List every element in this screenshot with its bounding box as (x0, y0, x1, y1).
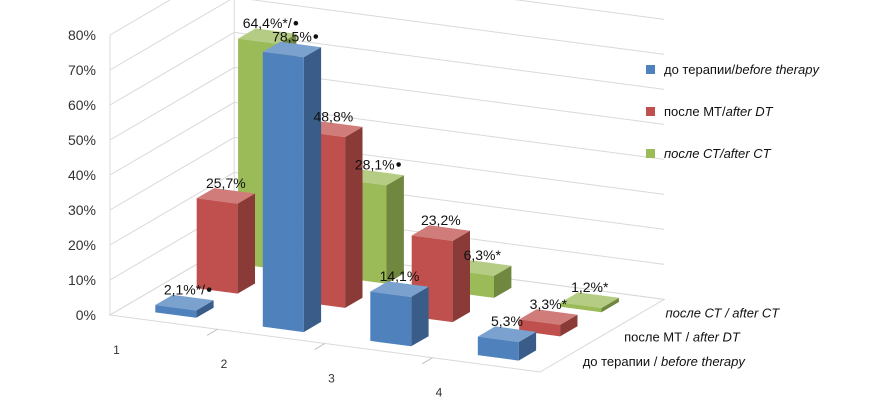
bar-s1-c4 (477, 326, 537, 361)
bar-s2-c1 (196, 188, 255, 294)
significance-dot (206, 287, 212, 292)
gridline (109, 171, 665, 246)
bar-s3-c4 (560, 292, 619, 313)
legend-swatch (646, 149, 655, 158)
gridline (109, 31, 665, 106)
category-tick (314, 343, 326, 350)
data-label-s3-c3: 6,3%* (464, 247, 502, 263)
bar-s1-c1 (155, 294, 214, 318)
gridline (109, 0, 665, 36)
data-label-s1-c1: 2,1%*/ (164, 282, 205, 298)
gridline (109, 0, 665, 71)
significance-dot (293, 20, 299, 26)
legend-swatch (646, 65, 655, 74)
chart-data-labels: 1,2%* 6,3%* 28,1% 64,4%*/ 3,3%* 23,2% 48,8% 25,… (164, 15, 609, 329)
data-label-s1-c2: 78,5% (272, 29, 312, 45)
y-tick-label: 70% (68, 62, 96, 78)
depth-axis-label: после СТ / after CT (666, 306, 781, 321)
y-tick-label: 60% (68, 97, 96, 113)
y-tick-label: 80% (68, 27, 96, 43)
legend-label: после МТ/after DT (664, 104, 774, 119)
significance-dot (396, 162, 401, 167)
x-category-label: 1 (113, 343, 120, 357)
y-tick-label: 10% (68, 272, 96, 288)
chart-legend: до терапии/before therapy после МТ/after … (646, 62, 820, 161)
chart-axis-labels: 0% 10% 20% 30% 40% 50% 60% 70% 80% 1 2 3 4 до терапии… (68, 27, 780, 400)
legend-item: до терапии/before therapy (646, 62, 820, 77)
category-tick (421, 357, 433, 365)
x-category-label: 4 (436, 386, 443, 400)
data-label-s1-c4: 5,3% (491, 313, 523, 329)
category-tick (206, 328, 218, 336)
legend-swatch (646, 107, 655, 116)
data-label-s3-c2: 28,1% (355, 157, 395, 173)
x-category-label: 3 (328, 371, 335, 385)
gridline (109, 101, 665, 176)
data-label-s2-c4: 3,3%* (530, 296, 568, 312)
significance-dot (313, 34, 319, 39)
y-tick-label: 40% (68, 167, 96, 183)
legend-item: после СТ/after CT (646, 146, 772, 161)
bar-s1-c3 (370, 281, 429, 347)
gridline (109, 66, 665, 141)
y-tick-label: 20% (68, 237, 96, 253)
depth-axis-label: после МТ / after DT (624, 330, 741, 345)
y-tick-label: 30% (68, 202, 96, 218)
gridline (109, 136, 665, 211)
legend-label: до терапии/before therapy (664, 62, 820, 77)
legend-item: после МТ/after DT (646, 104, 774, 119)
y-tick-label: 0% (76, 307, 96, 323)
data-label-s2-c3: 23,2% (421, 212, 461, 228)
x-category-label: 2 (221, 357, 228, 371)
data-label-s2-c2: 48,8% (313, 108, 353, 124)
data-label-s3-c1: 64,4%*/ (243, 15, 292, 31)
legend-label: после СТ/after CT (664, 146, 772, 161)
data-label-s2-c1: 25,7% (206, 175, 246, 191)
depth-axis-label: до терапии / before therapy (583, 354, 747, 369)
data-label-s3-c4: 1,2%* (571, 279, 609, 295)
chart-bars (155, 28, 619, 361)
bar-s1-c2 (262, 41, 322, 333)
y-tick-label: 50% (68, 132, 96, 148)
data-label-s1-c3: 14,1% (380, 268, 420, 284)
